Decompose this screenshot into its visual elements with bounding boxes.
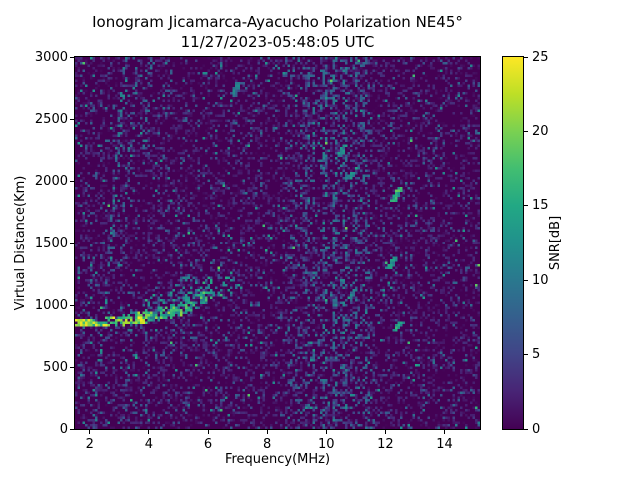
y-tick-label: 1000 [34,297,68,313]
x-tick-mark [148,430,150,434]
colorbar-tick-mark [524,205,528,207]
x-tick-mark [444,430,446,434]
heatmap-canvas [75,57,480,429]
x-axis-label: Frequency(MHz) [224,452,331,467]
colorbar-tick-label: 10 [532,272,549,288]
x-tick-label: 6 [203,437,213,452]
y-tick-mark [70,304,74,306]
colorbar-tick-mark [524,354,528,356]
x-tick-label: 12 [377,437,394,452]
x-tick-label: 2 [85,437,94,452]
y-tick-mark [70,428,74,430]
y-tick-mark [70,118,74,120]
colorbar-tick-mark [524,130,528,132]
y-tick-label: 0 [59,421,68,437]
y-tick-mark [70,56,74,58]
colorbar-tick-label: 25 [532,49,549,65]
x-tick-label: 8 [263,437,272,452]
colorbar-tick-mark [524,56,528,58]
x-tick-mark [89,430,91,434]
x-tick-label: 4 [144,437,154,452]
x-tick-mark [207,430,209,434]
x-tick-mark [266,430,268,434]
y-tick-mark [70,366,74,368]
y-tick-label: 3000 [34,49,68,65]
x-tick-mark [384,430,386,434]
colorbar-tick-label: 20 [532,123,549,139]
colorbar-tick-label: 0 [532,421,541,437]
y-tick-label: 2000 [34,173,68,189]
chart-subtitle: 11/27/2023-05:48:05 UTC [180,33,375,51]
y-tick-label: 2500 [34,111,68,127]
colorbar-tick-label: 15 [532,198,549,214]
colorbar [502,56,524,430]
y-tick-label: 1500 [34,235,68,251]
colorbar-label: SNR[dB] [548,215,563,271]
y-tick-mark [70,180,74,182]
x-tick-mark [325,430,327,434]
x-tick-label: 10 [317,437,335,452]
y-tick-label: 500 [43,359,68,375]
plot-area [74,56,481,430]
chart-title: Ionogram Jicamarca-Ayacucho Polarization… [92,13,463,31]
colorbar-tick-mark [524,279,528,281]
y-tick-mark [70,242,74,244]
x-tick-label: 14 [436,437,453,452]
colorbar-tick-label: 5 [532,347,541,363]
colorbar-tick-mark [524,428,528,430]
